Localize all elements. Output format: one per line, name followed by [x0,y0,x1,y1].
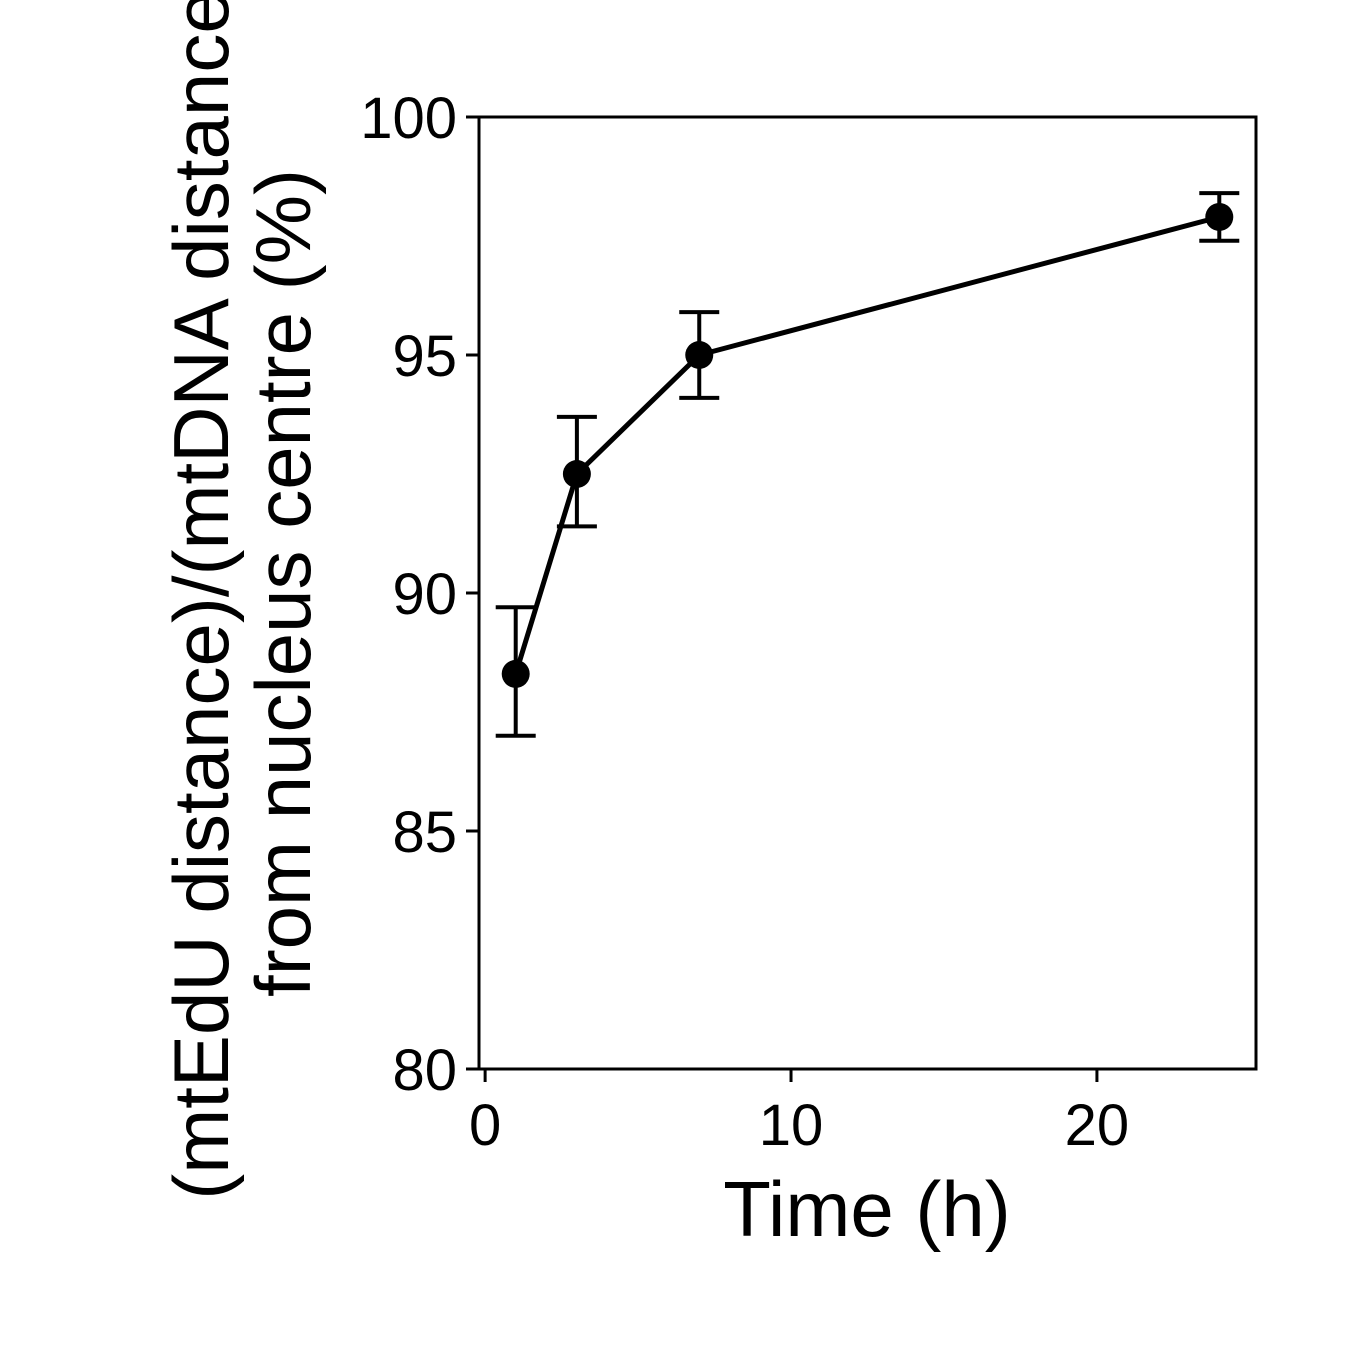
data-point [501,659,530,688]
series-line [513,214,1220,675]
axis-ticks: 80 85 90 95 100 0 10 20 [360,86,1129,1158]
x-tick-label: 0 [469,1093,501,1158]
y-axis-label-line-2: from nucleus centre (%) [239,169,327,997]
y-tick-label: 85 [392,800,457,865]
y-tick-label: 100 [360,86,457,151]
x-tick-label: 10 [759,1093,824,1158]
x-tick-label: 20 [1065,1093,1130,1158]
data-point [685,341,714,369]
y-tick-label: 95 [392,324,457,389]
axes-frame [477,115,1258,1071]
plot-area [495,191,1240,738]
y-tick-label: 80 [392,1038,457,1103]
x-axis-label: Time (h) [723,1165,1010,1253]
data-point [1205,202,1234,231]
y-tick-label: 90 [392,562,457,627]
data-point [562,460,591,488]
y-axis-label-line-1: (mtEdU distance)/(mtDNA distance [157,0,245,1200]
